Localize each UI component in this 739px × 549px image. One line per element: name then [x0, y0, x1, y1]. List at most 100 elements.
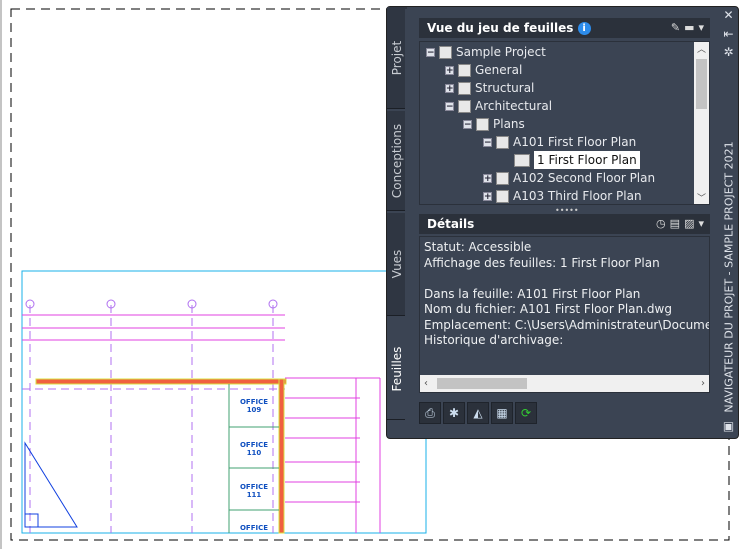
details-header-icons: ◷ ▤ ▨ ▾: [656, 214, 704, 234]
new-sheet-icon[interactable]: ✱: [443, 402, 465, 424]
grid-lines: [22, 305, 285, 533]
chevron-down-icon[interactable]: ▾: [698, 217, 704, 230]
detail-location: Emplacement: C:\Users\Administrateur\Doc…: [424, 317, 710, 332]
tab-vues[interactable]: Vues: [387, 213, 407, 316]
tree-label: Architectural: [475, 99, 553, 113]
tree-scrollbar[interactable]: ︿ ﹀: [694, 42, 709, 204]
scrollbar-thumb[interactable]: [696, 59, 707, 109]
scrollbar-thumb[interactable]: [437, 378, 527, 389]
auto-hide-icon[interactable]: ⇤: [723, 27, 734, 41]
sheet-set-header: Vue du jeu de feuilles i ✎ ▬ ▾: [419, 18, 710, 38]
detail-archive-history: Historique d'archivage:: [424, 333, 564, 347]
sheet-icon: [496, 171, 509, 185]
subset-icon: [458, 63, 471, 77]
room-number: 111: [247, 491, 262, 499]
tab-label: Projet: [390, 40, 404, 75]
tree-item-general[interactable]: + General: [445, 61, 522, 79]
scroll-right-icon[interactable]: ›: [701, 378, 705, 389]
details-lines: Statut: Accessible Affichage des feuille…: [420, 237, 709, 349]
tree-label: General: [475, 63, 523, 77]
expand-icon[interactable]: +: [483, 191, 492, 202]
sheet-icon: [496, 189, 509, 203]
tree-item-architectural[interactable]: − Architectural: [445, 97, 552, 115]
layout-icon[interactable]: ▦: [491, 402, 513, 424]
room-label: OFFICE: [240, 483, 268, 491]
tree-item-structural[interactable]: + Structural: [445, 79, 534, 97]
collapse-icon[interactable]: −: [445, 101, 454, 112]
north-arrow-triangle: [24, 441, 78, 528]
sheet-icon: [496, 135, 509, 149]
palette-title: NAVIGATEUR DU PROJET - SAMPLE PROJECT 20…: [722, 141, 735, 413]
tab-label: Vues: [390, 249, 404, 279]
tree-label: A103 Third Floor Plan: [513, 189, 642, 203]
sheet-properties-icon[interactable]: ◭: [467, 402, 489, 424]
room-number: 109: [247, 406, 262, 414]
interior-walls: [228, 384, 279, 533]
scroll-down-icon[interactable]: ﹀: [696, 194, 706, 204]
collapse-icon[interactable]: −: [426, 47, 435, 58]
room-label: OFFICE: [240, 524, 268, 532]
tree-label: A101 First Floor Plan: [513, 135, 637, 149]
tree-label: Plans: [493, 117, 525, 131]
exterior-wall: [35, 378, 287, 385]
viewport-frame[interactable]: [21, 270, 427, 534]
details-title: Détails: [427, 217, 475, 231]
room-number: 110: [247, 449, 262, 457]
tree-item-a102[interactable]: + A102 Second Floor Plan: [483, 169, 655, 187]
collapse-icon[interactable]: −: [483, 137, 492, 148]
splitter-handle[interactable]: •••••: [555, 206, 579, 215]
grid-bubbles: [25, 299, 278, 309]
scroll-up-icon[interactable]: ︿: [696, 45, 706, 55]
sheet-set-icon[interactable]: ✎: [670, 21, 681, 34]
palette-content: Vue du jeu de feuilles i ✎ ▬ ▾ − Sample Pro…: [405, 9, 720, 435]
tree-label: Sample Project: [456, 45, 546, 59]
preview-icon[interactable]: ▨: [684, 217, 695, 230]
sheet-set-header-icons: ✎ ▬ ▾: [671, 18, 704, 38]
tab-label: Conceptions: [390, 123, 404, 198]
detail-sheet-view: Affichage des feuilles: 1 First Floor Pl…: [424, 255, 660, 270]
properties-gear-icon[interactable]: ✲: [723, 45, 734, 59]
collapse-icon[interactable]: −: [463, 119, 472, 130]
expand-icon[interactable]: +: [445, 65, 454, 76]
room-label: OFFICE: [240, 441, 268, 449]
plot-icon[interactable]: ⎙: [419, 402, 441, 424]
palette-menu-icon[interactable]: ▣: [722, 419, 735, 433]
tree-label: 1 First Floor Plan: [534, 151, 640, 169]
tree-item-a101[interactable]: − A101 First Floor Plan: [483, 133, 636, 151]
history-icon[interactable]: ◷: [656, 217, 666, 230]
palette-titlebar[interactable]: ✕ ⇤ ✲ NAVIGATEUR DU PROJET - SAMPLE PROJ…: [719, 7, 738, 438]
tree-label: A102 Second Floor Plan: [513, 171, 656, 185]
view-icon: [514, 153, 530, 167]
expand-icon[interactable]: +: [445, 83, 454, 94]
chevron-down-icon[interactable]: ▾: [698, 21, 704, 34]
detail-blank: [420, 271, 709, 287]
tree-item-a103[interactable]: + A103 Third Floor Plan: [483, 187, 642, 204]
tree-item-first-floor-view[interactable]: 1 First Floor Plan: [514, 151, 640, 169]
tab-label: Feuilles: [390, 346, 404, 391]
tab-feuilles[interactable]: Feuilles: [387, 318, 407, 420]
details-header: Détails ◷ ▤ ▨ ▾: [419, 214, 710, 234]
detail-status: Statut: Accessible: [424, 240, 532, 254]
subset-icon: [458, 81, 471, 95]
sheet-set-icon: [439, 45, 452, 59]
tree-item-sample-project[interactable]: − Sample Project: [426, 43, 546, 61]
expand-icon[interactable]: +: [483, 173, 492, 184]
close-icon[interactable]: ✕: [723, 8, 734, 22]
details-scrollbar[interactable]: ‹ ›: [420, 375, 709, 392]
details-list-icon[interactable]: ▤: [669, 217, 681, 230]
tab-conceptions[interactable]: Conceptions: [387, 111, 407, 211]
detail-filename: Nom du fichier: A101 First Floor Plan.dw…: [424, 302, 672, 316]
sheet-set-title: Vue du jeu de feuilles: [427, 21, 574, 35]
refresh-icon[interactable]: ⟳: [515, 402, 537, 424]
palette-tabs: Projet Conceptions Vues Feuilles: [387, 7, 407, 427]
info-icon[interactable]: i: [577, 22, 591, 35]
tree-label: Structural: [475, 81, 535, 95]
scroll-left-icon[interactable]: ‹: [424, 378, 428, 389]
sheet-tree[interactable]: − Sample Project + General + Structural − Ar…: [419, 41, 710, 205]
folder-icon[interactable]: ▬: [684, 21, 695, 34]
room-label: OFFICE: [240, 398, 268, 406]
tab-projet[interactable]: Projet: [387, 7, 407, 109]
tree-item-plans[interactable]: − Plans: [463, 115, 525, 133]
